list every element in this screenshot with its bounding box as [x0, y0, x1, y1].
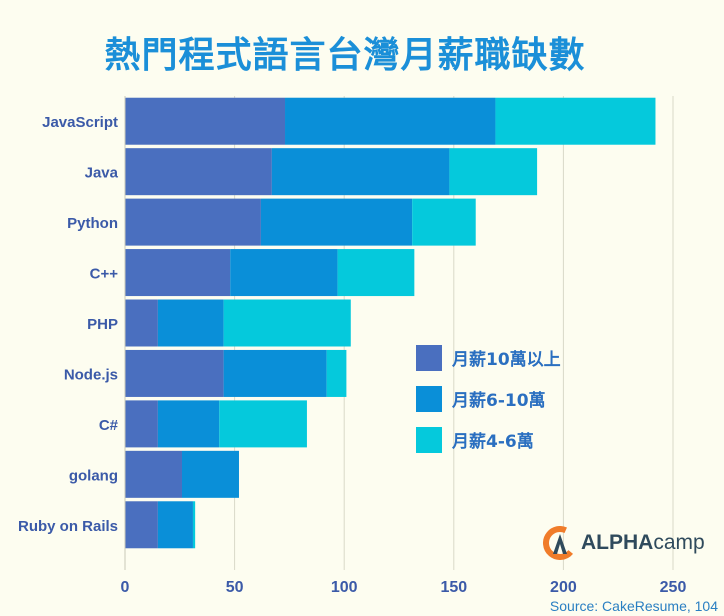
legend-swatch — [416, 427, 442, 453]
category-label: C# — [99, 417, 119, 434]
category-label: Node.js — [64, 366, 118, 383]
bar-segment — [125, 299, 158, 347]
category-label: Python — [67, 215, 118, 232]
bar-segment — [192, 501, 196, 549]
bar-segment — [271, 148, 450, 196]
bar-segment — [157, 501, 193, 549]
bar-segment — [326, 349, 347, 397]
bar-segment — [125, 400, 158, 448]
bar-segment — [125, 198, 261, 246]
bar-segment — [412, 198, 476, 246]
bar-segment — [219, 400, 307, 448]
bar-segment — [495, 97, 656, 145]
logo-wordmark: ALPHAcamp — [581, 531, 705, 555]
chart-title: 熱門程式語言台灣月薪職缺數 — [104, 35, 586, 76]
legend-label: 月薪6-10萬 — [451, 390, 546, 411]
legend-swatch — [416, 386, 442, 412]
x-tick-label: 100 — [331, 579, 358, 596]
bar-segment — [285, 97, 496, 145]
logo-text-light: camp — [653, 531, 705, 554]
legend-swatch — [416, 345, 442, 371]
alphacamp-logo-icon — [543, 526, 577, 560]
category-label: PHP — [87, 316, 118, 333]
legend-label: 月薪4-6萬 — [451, 431, 534, 452]
legend-label: 月薪10萬以上 — [451, 349, 561, 370]
category-label: JavaScript — [42, 114, 118, 131]
alphacamp-logo: ALPHAcamp — [543, 526, 705, 560]
x-tick-label: 0 — [121, 579, 130, 596]
bar-segment — [125, 97, 286, 145]
category-label: C++ — [90, 266, 119, 283]
bar-segment — [337, 249, 415, 297]
category-label: Java — [85, 165, 119, 182]
x-tick-label: 150 — [440, 579, 467, 596]
bar-segment — [223, 299, 351, 347]
bar-segment — [157, 400, 220, 448]
bar-segment — [181, 450, 239, 498]
x-tick-label: 200 — [550, 579, 577, 596]
bar-segment — [449, 148, 538, 196]
bar-segment — [125, 501, 158, 549]
x-tick-label: 250 — [660, 579, 687, 596]
bar-segment — [125, 349, 224, 397]
source-note: Source: CakeResume, 104 — [549, 598, 718, 614]
logo-text-bold: ALPHA — [581, 531, 654, 554]
bar-segment — [125, 148, 272, 196]
bar-segment — [125, 249, 231, 297]
bar-segment — [260, 198, 413, 246]
bar-segment — [223, 349, 327, 397]
bar-segment — [157, 299, 224, 347]
x-tick-label: 50 — [226, 579, 244, 596]
category-label: golang — [69, 467, 118, 484]
bar-segment — [125, 450, 182, 498]
category-label: Ruby on Rails — [18, 518, 118, 535]
bar-segment — [230, 249, 338, 297]
